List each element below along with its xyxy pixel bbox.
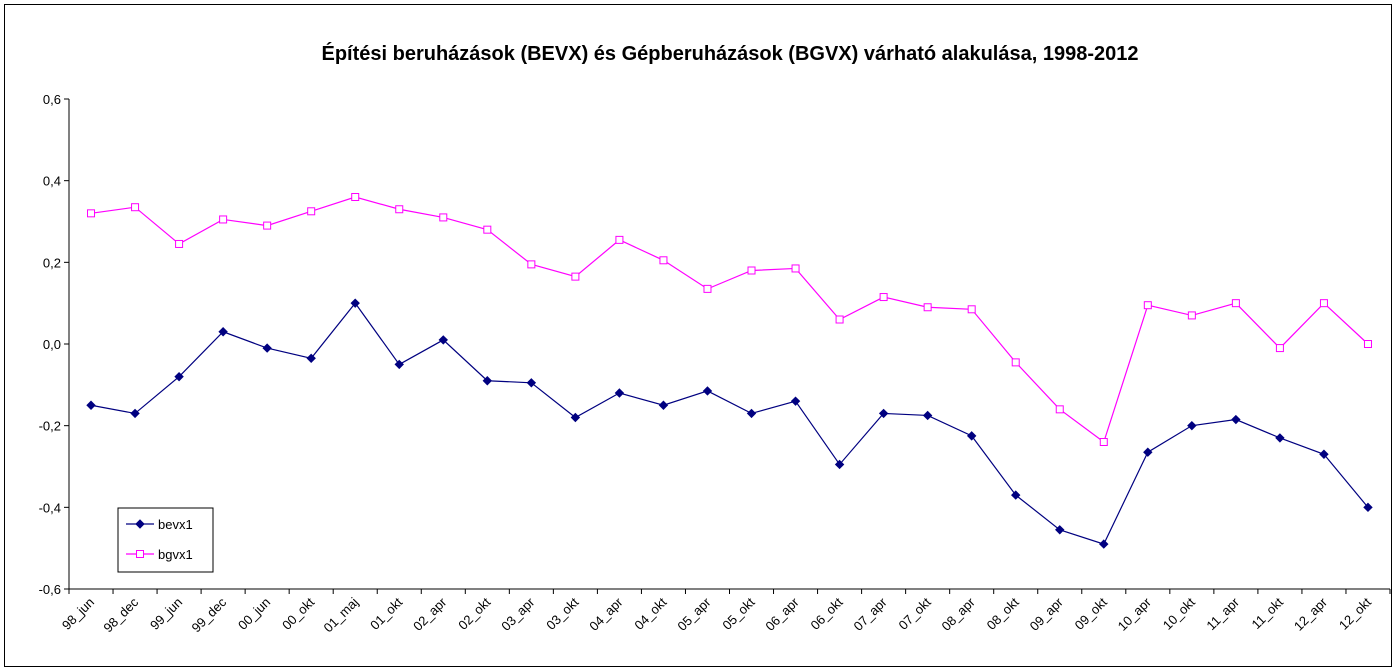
point [87,209,96,218]
point [1275,433,1285,443]
point [659,256,668,265]
point [1231,299,1240,308]
point [1231,414,1241,425]
point [835,315,844,324]
point [614,388,625,398]
y-tick-label: 0,6 [43,92,61,107]
point [174,371,184,382]
point [263,221,272,230]
point [1011,490,1021,500]
point [395,205,404,214]
point [571,272,580,281]
point [1275,344,1284,353]
point [658,400,669,410]
point [136,550,144,558]
point [306,353,316,363]
series-line [90,302,1369,545]
point [966,431,977,441]
point [1143,447,1153,457]
point [1187,420,1197,431]
y-tick-label: 0,2 [43,255,61,270]
point [747,266,756,275]
point [1363,340,1372,348]
point [218,327,228,337]
point [483,225,492,234]
point [1363,502,1373,513]
point [351,193,360,201]
point [1055,405,1064,414]
point [1319,449,1329,459]
point [394,359,404,370]
point [135,519,145,529]
point [746,408,757,419]
point [878,408,889,419]
point [790,396,801,406]
point [1099,539,1109,549]
y-tick-label: 0,4 [43,174,61,189]
y-tick-label: -0,2 [39,419,61,434]
point [1011,358,1020,367]
point [307,207,316,216]
point [439,213,448,222]
point [570,412,581,423]
point [703,284,712,293]
y-tick-label: -0,6 [39,582,61,597]
legend-label: bgvx1 [158,547,193,562]
point [350,298,360,308]
point [1099,438,1108,446]
series-line [90,196,1369,443]
point [1143,301,1152,310]
point [527,260,536,269]
point [1187,311,1196,320]
point [1319,299,1328,308]
point [482,376,493,386]
legend-box [117,507,214,573]
point [219,215,228,224]
point [130,408,140,419]
chart-border [4,4,1392,667]
point [702,386,713,396]
point [262,343,272,353]
point [86,400,96,410]
point [834,459,845,470]
legend-label: bevx1 [158,517,193,532]
point [526,378,537,388]
point [131,203,140,212]
y-tick-label: -0,4 [39,500,61,515]
point [175,239,184,248]
y-tick-label: 0,0 [43,337,61,352]
point [879,293,888,302]
point [922,410,933,421]
point [923,303,932,312]
point [967,305,976,314]
point [1055,525,1065,535]
point [791,264,800,273]
chart-title: Építési beruházások (BEVX) és Gépberuház… [321,42,1138,65]
point [615,235,624,244]
point [438,335,448,345]
